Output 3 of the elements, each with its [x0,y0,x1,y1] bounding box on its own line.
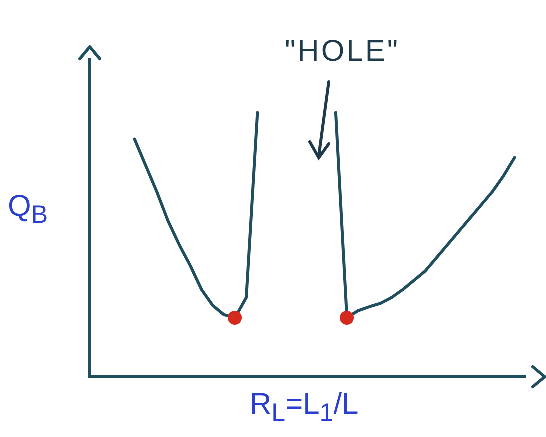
x-axis-title: R$_{L}$=L$_{1}$/L [250,388,359,428]
text: "HOLE" [285,35,400,69]
y-axis-title: Q$_{B}$ [8,190,48,230]
